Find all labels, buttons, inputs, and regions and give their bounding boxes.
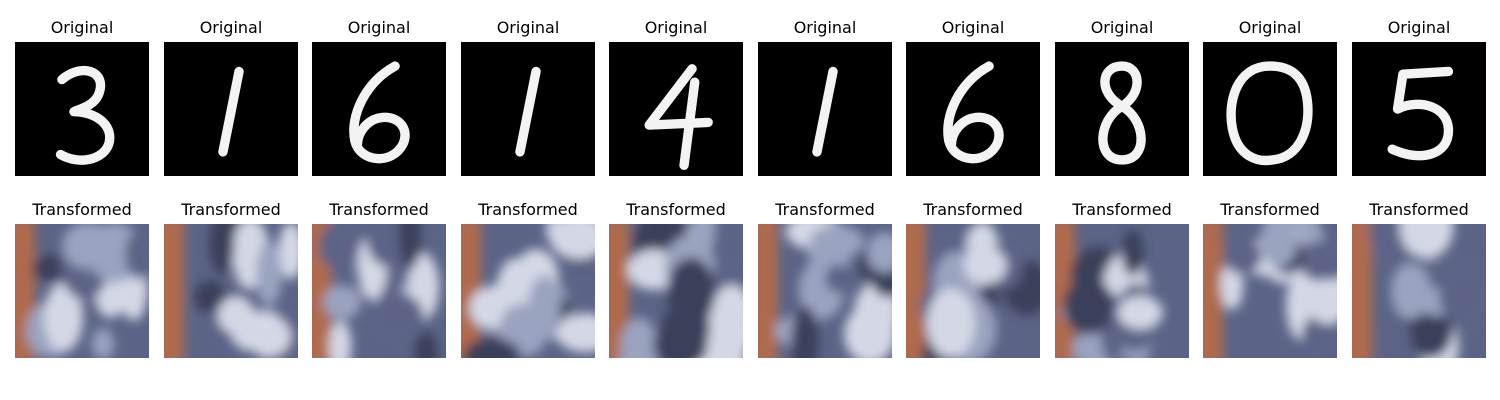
original-digit-image — [1352, 42, 1486, 176]
transformed-title: Transformed — [1369, 200, 1469, 219]
digit-stroke — [349, 61, 410, 164]
digit-stroke — [644, 64, 713, 170]
original-title: Original — [1238, 18, 1302, 37]
original-digit-image — [1055, 42, 1189, 176]
transformed-digit-image — [461, 224, 595, 358]
digit-stroke — [218, 66, 244, 157]
transformed-title: Transformed — [32, 200, 132, 219]
original-digit-image — [312, 42, 446, 176]
transformed-title: Transformed — [1220, 200, 1320, 219]
original-digit-image — [461, 42, 595, 176]
digit-stroke — [1226, 61, 1313, 166]
transformed-digit-image — [312, 224, 446, 358]
transformed-digit-image — [609, 224, 743, 358]
transformed-digit-image — [906, 224, 1040, 358]
transformed-digit-image — [758, 224, 892, 358]
transformed-title: Transformed — [478, 200, 578, 219]
transformed-title: Transformed — [923, 200, 1023, 219]
original-title: Original — [199, 18, 263, 37]
original-digit-image — [15, 42, 149, 176]
transformed-digit-image — [1352, 224, 1486, 358]
original-digit-image — [758, 42, 892, 176]
transformed-digit-image — [15, 224, 149, 358]
original-digit-image — [164, 42, 298, 176]
original-title: Original — [347, 18, 411, 37]
digit-stroke — [812, 66, 838, 157]
digit-stroke — [1098, 61, 1146, 165]
original-title: Original — [941, 18, 1005, 37]
transformed-title: Transformed — [626, 200, 726, 219]
digit-stroke — [943, 61, 1004, 164]
original-digit-image — [906, 42, 1040, 176]
transformed-digit-image — [1203, 224, 1337, 358]
original-title: Original — [50, 18, 114, 37]
digit-stroke — [1387, 66, 1454, 161]
original-title: Original — [644, 18, 708, 37]
transformed-title: Transformed — [775, 200, 875, 219]
original-title: Original — [1090, 18, 1154, 37]
original-title: Original — [1387, 18, 1451, 37]
transformed-title: Transformed — [1072, 200, 1172, 219]
digit-stroke — [515, 66, 541, 157]
original-digit-image — [609, 42, 743, 176]
transformed-title: Transformed — [181, 200, 281, 219]
original-title: Original — [793, 18, 857, 37]
transformed-digit-image — [164, 224, 298, 358]
transformed-title: Transformed — [329, 200, 429, 219]
digit-stroke — [55, 66, 115, 165]
original-title: Original — [496, 18, 560, 37]
transformed-digit-image — [1055, 224, 1189, 358]
original-digit-image — [1203, 42, 1337, 176]
